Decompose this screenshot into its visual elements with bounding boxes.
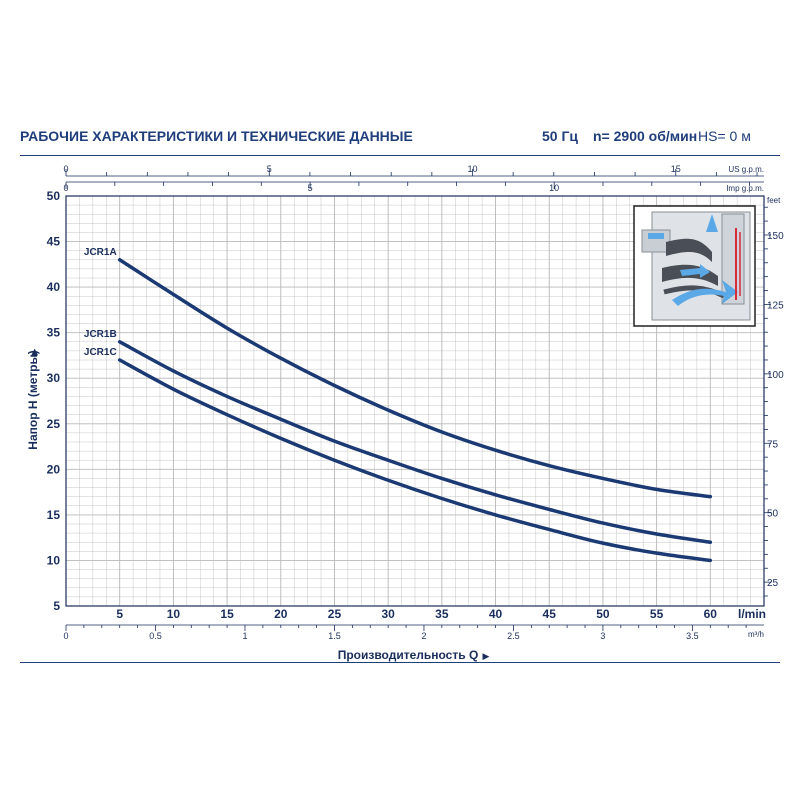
header-rule (20, 155, 780, 156)
x-unit-label: l/min (738, 607, 766, 621)
chart-curves (117, 258, 713, 563)
y-tick-label: 5 (53, 599, 60, 613)
feet-tick-label: 100 (767, 370, 784, 381)
feet-tick-label: 125 (767, 300, 784, 311)
us-gpm-unit-label: US g.p.m. (728, 165, 764, 174)
m3h-tick-label: 0.5 (149, 631, 162, 641)
us-gpm-tick-label: 0 (63, 164, 68, 174)
x-tick-label: 25 (328, 607, 342, 621)
y-tick-label: 10 (47, 553, 61, 567)
imp-gpm-tick-label: 10 (549, 183, 559, 193)
feet-tick-label: 25 (767, 578, 779, 589)
m3h-tick-label: 3.5 (686, 631, 699, 641)
x-tick-label: 35 (435, 607, 449, 621)
series-label-jcr1b: JCR1B (84, 329, 117, 340)
us-gpm-tick-label: 5 (267, 164, 272, 174)
y-tick-label: 35 (47, 326, 61, 340)
curve-jcr1b (117, 340, 713, 544)
footer-rule (20, 662, 780, 663)
x-tick-label: 5 (116, 607, 123, 621)
imp-gpm-tick-label: 0 (63, 183, 68, 193)
pump-section-icon (633, 205, 756, 327)
y-tick-label: 25 (47, 417, 61, 431)
x-tick-label: 15 (220, 607, 234, 621)
speed-label: n= 2900 об/мин (593, 128, 698, 144)
plot-frame (65, 195, 765, 607)
suction-label: HS= 0 м (698, 128, 751, 144)
frequency-label: 50 Гц (542, 128, 579, 144)
x-tick-label: 50 (596, 607, 610, 621)
y-tick-label: 40 (47, 280, 61, 294)
m3h-unit-label: m³/h (748, 630, 764, 639)
y-tick-label: 30 (47, 371, 61, 385)
m3h-tick-label: 0 (63, 631, 68, 641)
y-tick-label: 45 (47, 235, 61, 249)
x-axis-arrow-icon: ▶ (483, 651, 490, 661)
series-label-jcr1a: JCR1A (84, 247, 117, 258)
y-tick-label: 15 (47, 508, 61, 522)
feet-tick-label: 150 (767, 231, 784, 242)
feet-tick-label: 50 (767, 509, 779, 520)
imp-gpm-tick-label: 5 (308, 183, 313, 193)
x-tick-label: 60 (704, 607, 718, 621)
y-tick-label: 20 (47, 462, 61, 476)
m3h-tick-label: 1 (242, 631, 247, 641)
x-tick-label: 40 (489, 607, 503, 621)
m3h-tick-label: 1.5 (328, 631, 341, 641)
x-tick-label: 55 (650, 607, 664, 621)
us-gpm-tick-label: 10 (467, 164, 477, 174)
y-tick-label: 50 (47, 189, 61, 203)
x-tick-label: 20 (274, 607, 288, 621)
chart-title: РАБОЧИЕ ХАРАКТЕРИСТИКИ И ТЕХНИЧЕСКИЕ ДАН… (20, 128, 413, 144)
chart-axes (65, 169, 771, 631)
imp-gpm-unit-label: Imp g.p.m. (726, 184, 764, 193)
curve-jcr1a (117, 258, 713, 499)
m3h-tick-label: 2.5 (507, 631, 520, 641)
curve-jcr1c (117, 358, 713, 563)
m3h-tick-label: 2 (421, 631, 426, 641)
y-axis-arrow-icon: ▶ (29, 348, 39, 355)
x-tick-label: 10 (167, 607, 181, 621)
x-axis-label: Производительность Q (338, 648, 479, 662)
x-tick-label: 45 (543, 607, 557, 621)
m3h-tick-label: 3 (600, 631, 605, 641)
x-tick-label: 30 (381, 607, 395, 621)
feet-tick-label: 75 (767, 439, 779, 450)
y-axis-label: Напор H (метры) (26, 350, 40, 449)
series-label-jcr1c: JCR1C (84, 347, 117, 358)
us-gpm-tick-label: 15 (671, 164, 681, 174)
feet-unit-label: feet (767, 196, 781, 205)
